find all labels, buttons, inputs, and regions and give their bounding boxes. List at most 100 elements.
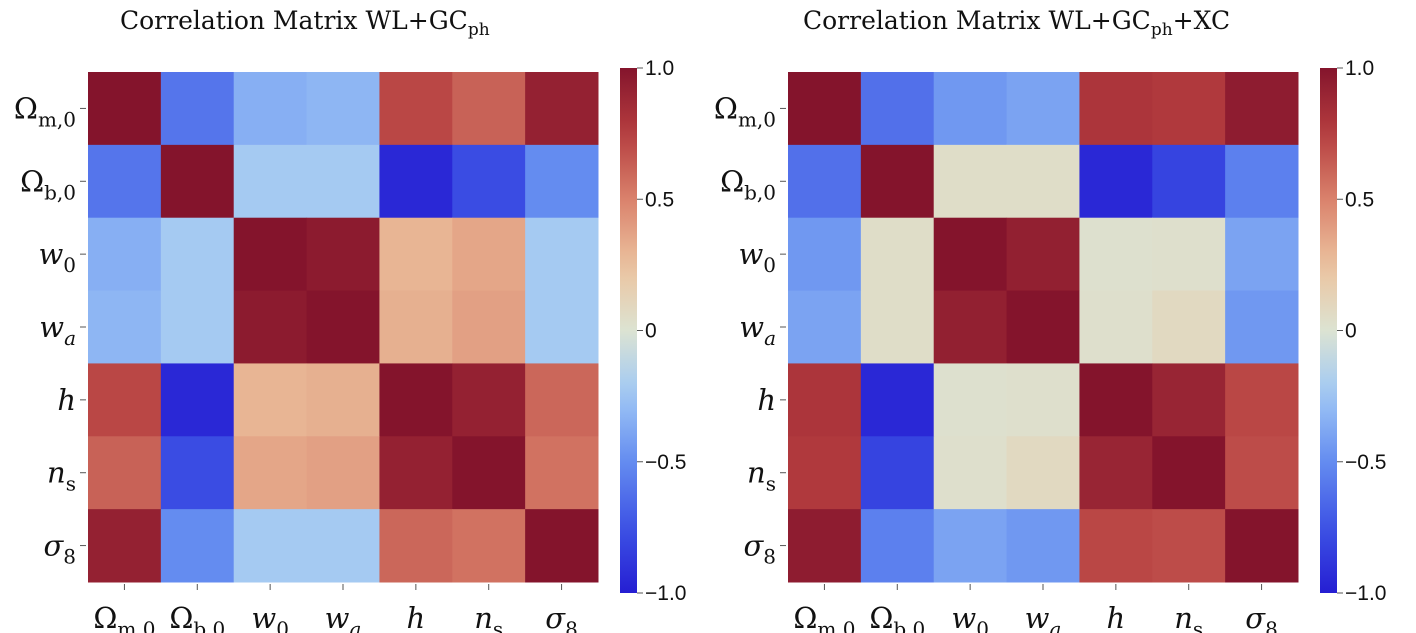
heatmap-cell [788, 72, 862, 146]
tick-label: Ωb,0 [720, 164, 776, 204]
heatmap-cell [1006, 509, 1080, 583]
heatmap-cell [233, 72, 308, 146]
chart-title: Correlation Matrix WL+GCph [120, 6, 490, 40]
heatmap-cell [160, 144, 235, 219]
heatmap-cell [525, 509, 599, 583]
heatmap-cell [1079, 144, 1153, 219]
heatmap-cell [788, 144, 862, 219]
heatmap-cell [233, 436, 308, 510]
colorbar-tick-label: 0 [645, 320, 657, 343]
tick-label: w0 [38, 237, 76, 277]
heatmap-cell [452, 509, 526, 583]
heatmap-cell [160, 363, 235, 437]
tick-label: ns [474, 601, 503, 633]
heatmap-cell [788, 217, 862, 292]
tick-label: ns [747, 456, 776, 496]
chart-title: Correlation Matrix WL+GCph+XC [803, 6, 1231, 40]
heatmap-cell [933, 290, 1008, 364]
heatmap-cell [525, 72, 599, 146]
heatmap-cell [306, 436, 380, 510]
heatmap-cell [1152, 144, 1226, 219]
colorbar-tick-label: −0.5 [1345, 451, 1386, 474]
tick-label: h [57, 383, 76, 417]
heatmap-svg: Ωm,0 Ωb,0 w0 wa h ns σ8 Ωm,0 Ωb,0 w0 wa h ns σ8 1.0 0.5… [714, 57, 1387, 633]
heatmap-cells [788, 72, 1299, 583]
heatmap-cell [1152, 290, 1226, 364]
heatmap-cell [1225, 436, 1299, 510]
heatmap-cell [860, 144, 935, 219]
left-heatmap-panel: Correlation Matrix WL+GCph Ωm,0 Ωb,0 w0 wa h… [14, 6, 687, 633]
heatmap-cell [1225, 509, 1299, 583]
tick-label: wa [1025, 601, 1062, 633]
heatmap-cells [88, 72, 599, 583]
heatmap-cell [306, 509, 380, 583]
heatmap-cell [1079, 509, 1153, 583]
heatmap-cell [1006, 290, 1080, 364]
heatmap-cell [452, 436, 526, 510]
heatmap-cell [1006, 217, 1080, 292]
heatmap-cell [788, 436, 862, 510]
tick-label: σ8 [1245, 601, 1278, 633]
heatmap-cell [860, 72, 935, 146]
heatmap-cell [788, 290, 862, 364]
tick-label: w0 [951, 601, 989, 633]
heatmap-cell [306, 363, 380, 437]
heatmap-cell [1225, 217, 1299, 292]
heatmap-cell [1152, 509, 1226, 583]
heatmap-cell [160, 509, 235, 583]
heatmap-cell [788, 509, 862, 583]
heatmap-cell [933, 436, 1008, 510]
heatmap-cell [233, 363, 308, 437]
heatmap-cell [88, 290, 162, 364]
heatmap-cell [1152, 436, 1226, 510]
colorbar-tick-label: −1.0 [1345, 582, 1386, 605]
heatmap-cell [88, 217, 162, 292]
heatmap-cell [860, 363, 935, 437]
heatmap-cell [88, 509, 162, 583]
tick-label: wa [325, 601, 362, 633]
heatmap-cell [88, 436, 162, 510]
heatmap-cell [1006, 436, 1080, 510]
heatmap-cell [933, 144, 1008, 219]
heatmap-cell [525, 217, 599, 292]
tick-label: h [757, 383, 776, 417]
heatmap-cell [452, 217, 526, 292]
heatmap-cell [379, 436, 453, 510]
tick-label: Ωm,0 [714, 91, 776, 131]
heatmap-cell [452, 72, 526, 146]
heatmap-cell [233, 217, 308, 292]
heatmap-cell [306, 72, 380, 146]
heatmap-cell [379, 217, 453, 292]
heatmap-cell [379, 144, 453, 219]
heatmap-cell [1079, 436, 1153, 510]
heatmap-cell [1079, 363, 1153, 437]
tick-label: σ8 [743, 529, 776, 569]
heatmap-cell [452, 144, 526, 219]
tick-label: ns [1174, 601, 1203, 633]
heatmap-cell [525, 436, 599, 510]
tick-label: w0 [738, 237, 776, 277]
heatmap-cell [1079, 72, 1153, 146]
heatmap-cell [160, 436, 235, 510]
heatmap-cell [933, 363, 1008, 437]
tick-label: Ωm,0 [93, 601, 155, 633]
heatmap-cell [860, 436, 935, 510]
heatmap-svg: Ωm,0 Ωb,0 w0 wa h ns σ8 Ωm,0 Ωb,0 w0 wa h ns σ8 1.0 0.5… [14, 57, 687, 633]
heatmap-cell [1006, 72, 1080, 146]
tick-label: Ωb,0 [169, 601, 225, 633]
heatmap-cell [379, 72, 453, 146]
tick-label: wa [739, 310, 776, 350]
heatmap-cell [160, 72, 235, 146]
heatmap-cell [306, 217, 380, 292]
tick-label: Ωm,0 [14, 91, 76, 131]
colorbar-tick-label: 1.0 [645, 57, 674, 80]
heatmap-cell [379, 290, 453, 364]
colorbar-tick-label: 0.5 [645, 188, 674, 211]
heatmap-cell [1079, 217, 1153, 292]
heatmap-cell [860, 290, 935, 364]
heatmap-cell [452, 363, 526, 437]
tick-label: σ8 [43, 529, 76, 569]
heatmap-cell [1152, 72, 1226, 146]
heatmap-cell [933, 509, 1008, 583]
heatmap-cell [1225, 72, 1299, 146]
